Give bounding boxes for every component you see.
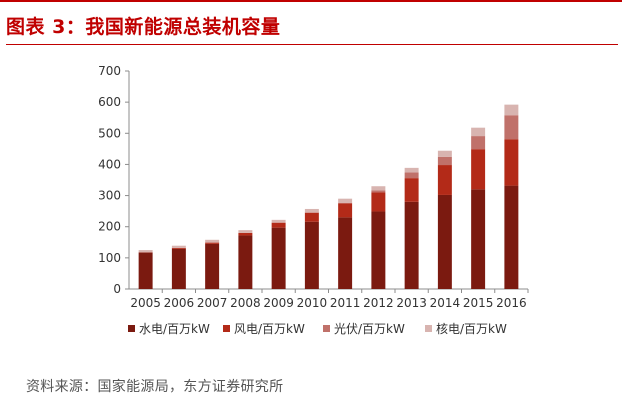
top-accent-rule xyxy=(0,0,622,2)
chart-title: 图表 3：我国新能源总装机容量 xyxy=(6,16,281,38)
bar-segment-4 xyxy=(404,167,419,173)
x-tick-label: 2012 xyxy=(363,296,394,310)
bar-segment-2 xyxy=(304,212,319,222)
bar-segment-3 xyxy=(338,202,353,204)
bar-segment-2 xyxy=(437,165,452,195)
legend-label: 风电/百万kW xyxy=(234,322,305,336)
x-tick-label: 2015 xyxy=(463,296,494,310)
bar-segment-1 xyxy=(338,217,353,289)
legend-swatch xyxy=(425,325,432,332)
bar-segment-2 xyxy=(271,222,286,228)
y-tick-label: 300 xyxy=(98,189,121,203)
source-note: 资料来源：国家能源局，东方证券研究所 xyxy=(26,379,284,395)
y-tick-label: 200 xyxy=(98,220,121,234)
bar-segment-1 xyxy=(371,211,386,289)
x-tick-label: 2006 xyxy=(164,296,195,310)
bar-segment-2 xyxy=(471,149,486,190)
x-tick-label: 2013 xyxy=(396,296,427,310)
x-tick-label: 2007 xyxy=(197,296,228,310)
bar-segment-4 xyxy=(205,239,220,243)
bar-segment-2 xyxy=(404,178,419,202)
bar-segment-2 xyxy=(504,139,519,186)
bar-segment-4 xyxy=(171,245,186,248)
bar-segment-2 xyxy=(171,247,186,249)
y-tick-label: 500 xyxy=(98,126,121,140)
bar-segment-3 xyxy=(504,115,519,140)
bar-segment-4 xyxy=(471,127,486,137)
x-tick-label: 2011 xyxy=(330,296,361,310)
x-tick-label: 2016 xyxy=(496,296,527,310)
y-tick-label: 0 xyxy=(113,282,121,296)
bar-segment-2 xyxy=(371,192,386,212)
bar-segment-4 xyxy=(437,150,452,157)
bar-segment-1 xyxy=(404,201,419,289)
x-tick-label: 2014 xyxy=(430,296,461,310)
bar-segment-1 xyxy=(205,243,220,289)
x-tick-label: 2009 xyxy=(263,296,294,310)
bar-segment-4 xyxy=(138,250,153,253)
bar-segment-2 xyxy=(238,232,253,236)
y-tick-label: 400 xyxy=(98,157,121,171)
bar-segment-1 xyxy=(304,221,319,289)
legend-label: 光伏/百万kW xyxy=(334,322,405,336)
legend-swatch xyxy=(128,325,135,332)
y-tick-label: 600 xyxy=(98,95,121,109)
bar-segment-3 xyxy=(437,156,452,166)
bar-segment-2 xyxy=(205,242,220,244)
bar-segment-4 xyxy=(271,219,286,223)
legend-swatch xyxy=(323,325,330,332)
bar-segment-4 xyxy=(338,198,353,203)
x-tick-label: 2005 xyxy=(130,296,161,310)
bar-segment-3 xyxy=(371,190,386,193)
bar-segment-1 xyxy=(171,248,186,289)
bar-segment-2 xyxy=(338,203,353,218)
bar-segment-4 xyxy=(238,230,253,233)
bar-segment-4 xyxy=(504,104,519,116)
bar-segment-3 xyxy=(471,136,486,150)
x-tick-label: 2010 xyxy=(297,296,328,310)
legend-swatch xyxy=(223,325,230,332)
bar-segment-1 xyxy=(437,194,452,289)
bar-segment-1 xyxy=(271,227,286,289)
y-tick-label: 100 xyxy=(98,251,121,265)
legend-label: 水电/百万kW xyxy=(139,322,210,336)
legend-label: 核电/百万kW xyxy=(436,322,507,336)
x-tick-label: 2008 xyxy=(230,296,261,310)
bar-segment-3 xyxy=(404,172,419,179)
title-underline xyxy=(6,44,618,45)
bar-segment-1 xyxy=(504,185,519,289)
bar-segment-1 xyxy=(138,252,153,289)
y-tick-label: 700 xyxy=(98,64,121,78)
bar-segment-1 xyxy=(471,189,486,289)
bar-segment-4 xyxy=(304,208,319,213)
bar-segment-4 xyxy=(371,186,386,191)
bar-segment-1 xyxy=(238,235,253,289)
